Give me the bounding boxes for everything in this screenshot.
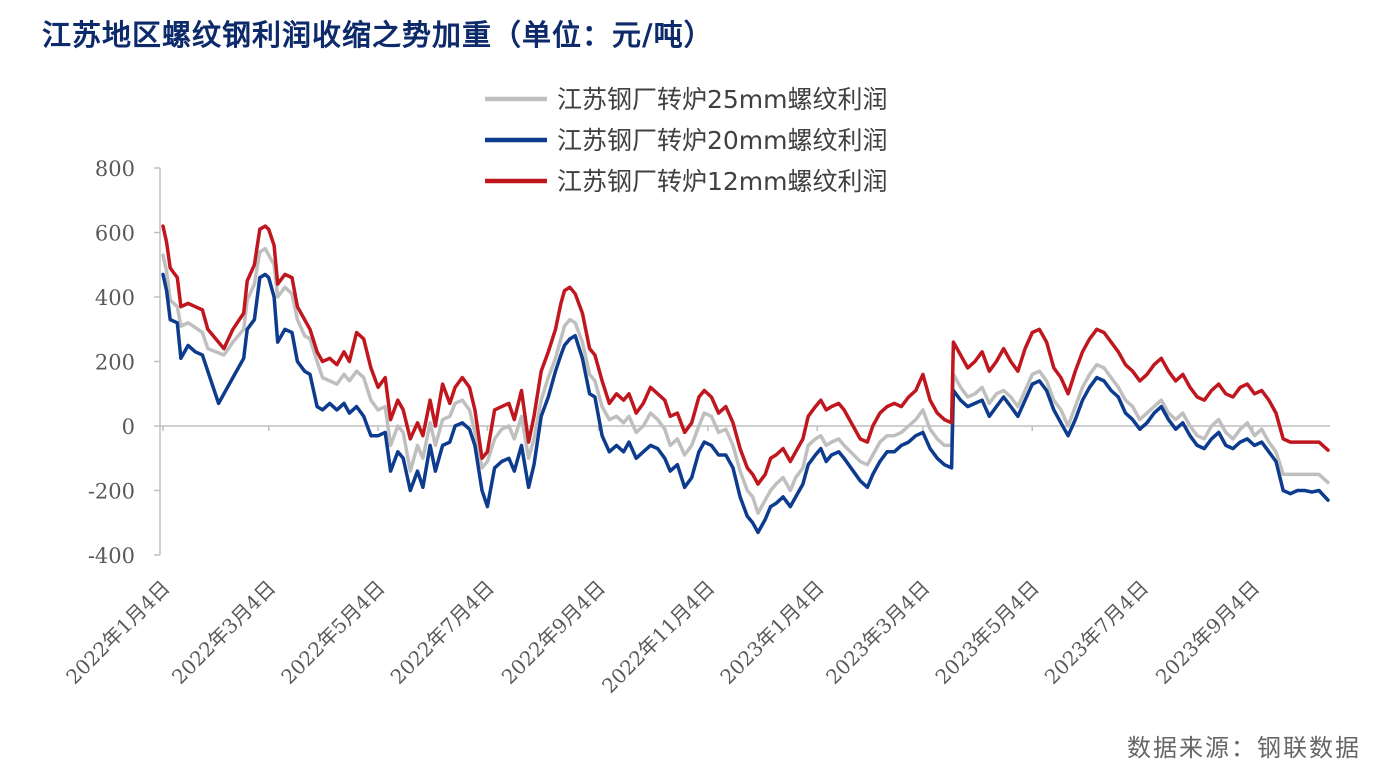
x-tick-label: 2022年5月4日 (276, 576, 389, 689)
x-tick-label: 2023年5月4日 (930, 576, 1043, 689)
legend-label: 江苏钢厂转炉12mm螺纹利润 (557, 167, 888, 196)
x-tick-label: 2022年7月4日 (386, 576, 499, 689)
y-axis: 800 600 400 200 0 -200 -400 (88, 157, 161, 568)
y-tick-label: 800 (95, 157, 135, 181)
data-source: 数据来源：钢联数据 (1127, 734, 1361, 762)
y-tick-label: 600 (95, 222, 135, 246)
series-lines (161, 224, 1330, 535)
x-tick-label: 2023年7月4日 (1040, 576, 1153, 689)
y-tick-label: 200 (95, 351, 135, 375)
chart-title: 江苏地区螺纹钢利润收缩之势加重（单位：元/吨） (42, 18, 714, 52)
legend-label: 江苏钢厂转炉20mm螺纹利润 (557, 126, 888, 155)
legend: 江苏钢厂转炉25mm螺纹利润江苏钢厂转炉20mm螺纹利润江苏钢厂转炉12mm螺纹… (485, 85, 888, 196)
x-tick-label: 2023年9月4日 (1151, 576, 1264, 689)
y-tick-label: 400 (95, 286, 135, 310)
x-tick-label: 2022年3月4日 (167, 576, 280, 689)
y-tick-label: 0 (122, 415, 135, 439)
x-tick-label: 2023年3月4日 (821, 576, 934, 689)
x-tick-label: 2022年11月4日 (597, 576, 719, 698)
series-line-1 (161, 246, 1330, 515)
x-tick-label: 2022年1月4日 (61, 576, 174, 689)
series-line-2 (161, 272, 1330, 535)
x-tick-label: 2022年9月4日 (497, 576, 610, 689)
x-tick-label: 2023年1月4日 (715, 576, 828, 689)
y-tick-label: -200 (88, 480, 135, 504)
legend-label: 江苏钢厂转炉25mm螺纹利润 (557, 85, 888, 114)
y-tick-label: -400 (88, 544, 135, 568)
series-line-3 (161, 224, 1330, 486)
